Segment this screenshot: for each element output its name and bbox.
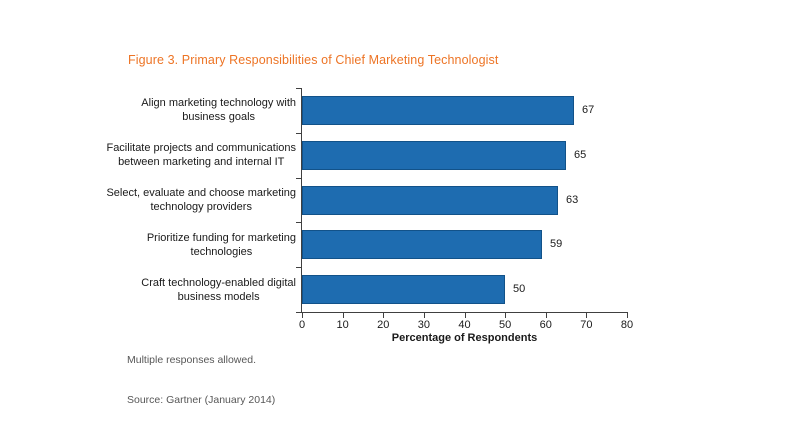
bar-1 — [302, 140, 566, 170]
y-axis-tick — [296, 88, 301, 89]
x-axis-tick-label: 60 — [539, 319, 552, 331]
bar-value-label: 65 — [574, 148, 587, 161]
x-axis-tick-label: 80 — [620, 319, 634, 331]
bar-0 — [302, 95, 574, 125]
y-axis-tick — [296, 267, 301, 269]
category-label-text: Facilitate projects and communications b… — [106, 142, 296, 169]
bar-value-label: 50 — [513, 283, 526, 296]
category-label-text: Select, evaluate and choose marketing te… — [106, 186, 296, 213]
plot-area: 67 65 63 59 50 0 10 20 30 40 50 60 70 80 — [296, 88, 633, 331]
category-label-3: Prioritize funding for marketing technol… — [86, 222, 296, 267]
x-axis-tick-label: 50 — [498, 319, 512, 331]
bar-4 — [302, 275, 505, 305]
category-label-2: Select, evaluate and choose marketing te… — [86, 178, 296, 223]
x-axis-tick-label: 40 — [458, 319, 471, 331]
bar-2 — [302, 185, 558, 215]
y-axis-tick — [296, 312, 301, 313]
bar-value-label: 67 — [582, 103, 595, 116]
bar-value-label: 63 — [566, 193, 579, 206]
x-axis-tick-label: 10 — [336, 319, 349, 331]
y-axis-tick — [296, 177, 301, 179]
figure-title: Figure 3. Primary Responsibilities of Ch… — [128, 53, 499, 67]
category-label-text: Craft technology-enabled digital busines… — [141, 276, 296, 303]
x-axis-tick — [383, 313, 385, 318]
x-axis-tick-label: 20 — [377, 319, 390, 331]
x-axis-tick — [505, 313, 507, 318]
category-label-text: Prioritize funding for marketing technol… — [146, 231, 296, 258]
x-axis-tick — [627, 313, 628, 318]
y-axis-line — [301, 88, 302, 313]
footnote: Multiple responses allowed. — [127, 354, 256, 366]
y-axis-tick — [296, 222, 301, 224]
bar-3 — [302, 230, 542, 260]
x-axis-tick — [464, 313, 466, 318]
x-axis-title: Percentage of Respondents — [391, 332, 538, 344]
x-axis-tick — [302, 313, 303, 318]
category-label-1: Facilitate projects and communications b… — [86, 133, 296, 178]
bar-value-label: 59 — [550, 238, 563, 251]
x-axis-tick-label: 70 — [580, 319, 593, 331]
category-label-0: Align marketing technology with business… — [86, 88, 296, 133]
x-axis-tick — [342, 313, 344, 318]
x-axis-line — [301, 312, 628, 313]
x-axis-tick-label: 0 — [298, 319, 306, 331]
x-axis-tick-label: 30 — [417, 319, 431, 331]
y-axis-tick — [296, 132, 301, 134]
x-axis-tick — [423, 313, 425, 318]
source-text: Source: Gartner (January 2014) — [127, 394, 276, 406]
x-axis-tick — [586, 313, 588, 318]
category-label-4: Craft technology-enabled digital busines… — [86, 267, 296, 312]
x-axis-tick — [545, 313, 547, 318]
category-label-text: Align marketing technology with business… — [141, 97, 296, 124]
